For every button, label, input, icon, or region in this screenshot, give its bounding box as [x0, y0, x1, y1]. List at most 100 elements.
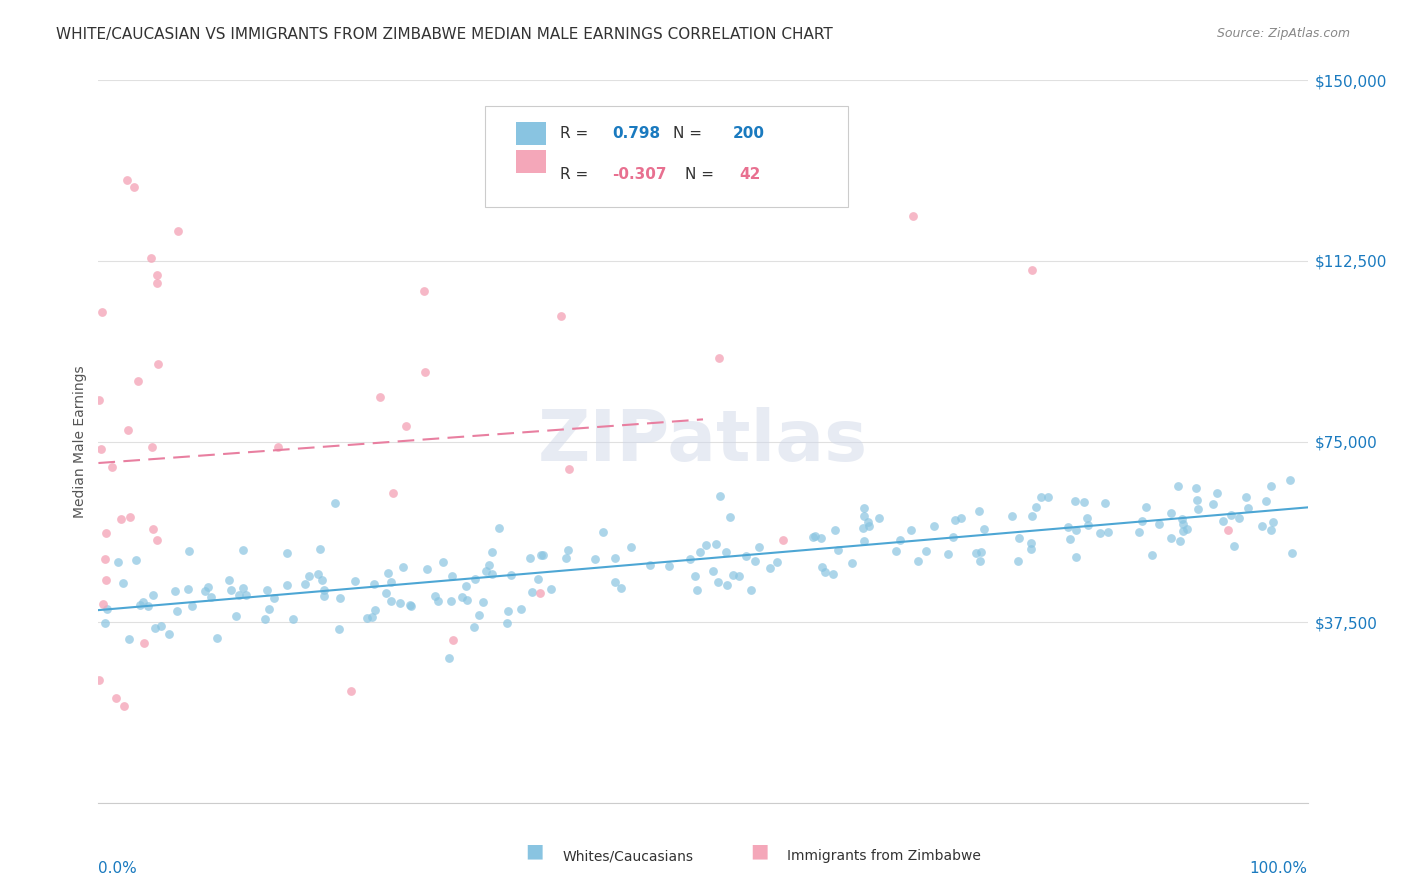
Point [120, 509, 142, 524]
Point [298, 569, 321, 583]
Point [1149, 517, 1171, 532]
Point [94, 615, 117, 630]
Point [811, 559, 834, 574]
Point [557, 542, 579, 557]
Point [886, 544, 908, 558]
Text: -0.307: -0.307 [613, 167, 666, 182]
Point [766, 555, 789, 569]
Point [592, 525, 614, 540]
Point [329, 591, 352, 605]
Point [427, 594, 450, 608]
Point [748, 540, 770, 554]
Point [363, 577, 385, 591]
Point [1173, 516, 1195, 531]
Point [1263, 516, 1285, 530]
Point [276, 578, 298, 592]
Point [1090, 526, 1112, 541]
Point [432, 555, 454, 569]
Point [148, 357, 170, 371]
Point [129, 598, 152, 612]
Point [721, 568, 744, 582]
Point [772, 533, 794, 547]
Point [583, 552, 606, 566]
Point [1185, 493, 1208, 508]
Point [401, 599, 423, 613]
Point [101, 459, 124, 474]
Point [437, 650, 460, 665]
Point [463, 620, 485, 634]
Point [943, 513, 966, 527]
Point [1076, 510, 1098, 524]
Point [415, 562, 437, 576]
Point [276, 546, 298, 560]
Point [1202, 497, 1225, 511]
Point [853, 501, 876, 516]
Point [1212, 514, 1234, 528]
Point [145, 268, 167, 282]
Point [340, 684, 363, 698]
Point [530, 548, 553, 562]
Point [1021, 508, 1043, 523]
Point [325, 495, 347, 509]
Point [328, 622, 350, 636]
Point [810, 531, 832, 545]
Point [456, 593, 478, 607]
Point [821, 566, 844, 581]
Point [695, 538, 717, 552]
Point [344, 574, 367, 588]
Point [702, 564, 724, 578]
Point [380, 594, 402, 608]
Point [967, 504, 990, 518]
Text: 100.0%: 100.0% [1250, 861, 1308, 876]
Point [938, 547, 960, 561]
Point [1160, 531, 1182, 545]
Point [413, 365, 436, 379]
Point [1008, 531, 1031, 545]
Point [1007, 554, 1029, 568]
Point [471, 595, 494, 609]
Point [235, 588, 257, 602]
Point [232, 582, 254, 596]
Point [425, 590, 447, 604]
Point [969, 544, 991, 558]
Point [1260, 479, 1282, 493]
Point [142, 588, 165, 602]
Point [456, 579, 478, 593]
Point [139, 251, 162, 265]
Point [540, 582, 562, 597]
Point [907, 554, 929, 568]
Text: R =: R = [561, 126, 589, 141]
Point [481, 545, 503, 559]
Point [603, 574, 626, 589]
Point [1135, 500, 1157, 514]
Point [1076, 518, 1098, 533]
Point [1260, 523, 1282, 537]
Text: N =: N = [672, 126, 702, 141]
Point [1021, 263, 1043, 277]
Point [1140, 548, 1163, 562]
Point [901, 210, 924, 224]
Point [531, 548, 554, 562]
Point [146, 533, 169, 548]
Point [225, 609, 247, 624]
Point [827, 543, 849, 558]
Point [1160, 506, 1182, 520]
Point [395, 418, 418, 433]
Point [413, 284, 436, 298]
Point [1216, 523, 1239, 537]
Text: Whites/Caucasians: Whites/Caucasians [562, 849, 693, 863]
Text: ■: ■ [524, 841, 544, 860]
Point [852, 520, 875, 534]
Point [197, 580, 219, 594]
Point [488, 521, 510, 535]
Point [228, 589, 250, 603]
Point [122, 180, 145, 194]
Point [1025, 500, 1047, 514]
Point [1064, 523, 1087, 537]
Point [1227, 510, 1250, 524]
Point [253, 612, 276, 626]
Point [922, 518, 945, 533]
Point [94, 573, 117, 587]
Point [720, 509, 742, 524]
Point [149, 619, 172, 633]
